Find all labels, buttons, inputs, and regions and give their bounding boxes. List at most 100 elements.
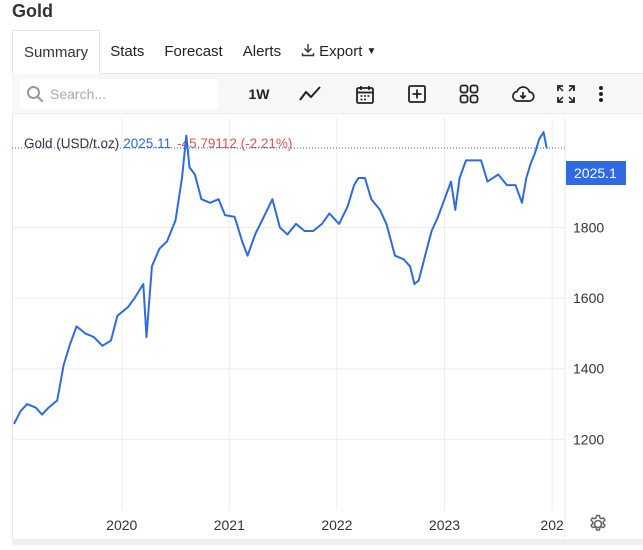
tab-bar: Summary Stats Forecast Alerts Export ▼ [12, 30, 643, 74]
chart-legend: Gold (USD/t.oz) 2025.11 -45.79112 (-2.21%) [24, 136, 292, 151]
calendar-button[interactable] [354, 80, 376, 108]
tab-alerts[interactable]: Alerts [235, 30, 289, 74]
data-point [394, 254, 396, 257]
add-indicator-icon [408, 85, 426, 103]
data-point [69, 343, 71, 345]
data-point [209, 202, 211, 204]
data-point [321, 223, 323, 225]
data-point [254, 233, 256, 236]
gear-icon [590, 514, 606, 531]
cloud-download-button[interactable] [510, 80, 536, 108]
data-point [525, 177, 528, 179]
tab-export-label: Export [319, 43, 363, 60]
data-point [185, 134, 188, 137]
data-point [133, 297, 136, 299]
data-point [217, 198, 220, 200]
data-point [465, 159, 467, 162]
data-point [166, 240, 168, 243]
data-point [279, 226, 281, 229]
fullscreen-button[interactable] [555, 80, 577, 108]
data-point [188, 166, 191, 169]
line-chart-button[interactable] [298, 80, 322, 108]
data-point [312, 230, 315, 232]
data-point [417, 279, 420, 282]
data-point [353, 184, 355, 186]
x-tick-label: 2023 [429, 517, 460, 533]
data-point [529, 163, 532, 165]
data-point [101, 345, 104, 347]
y-tick-label: 1800 [573, 219, 604, 235]
data-point [471, 159, 474, 162]
download-icon [301, 43, 315, 60]
bottom-scroll-strip [12, 539, 643, 545]
chevron-down-icon: ▼ [366, 46, 377, 57]
interval-button[interactable]: 1W [248, 86, 270, 102]
data-point [542, 131, 545, 133]
data-point [424, 254, 426, 257]
chart-toolbar: 1W [12, 74, 643, 114]
data-point [181, 177, 183, 179]
data-point [200, 198, 203, 200]
data-point [56, 399, 58, 402]
search-input[interactable] [50, 86, 210, 102]
data-point [145, 336, 148, 338]
line-chart-icon [299, 86, 321, 101]
page-title: Gold [12, 1, 53, 21]
tab-export[interactable]: Export ▼ [293, 30, 384, 74]
calendar-icon [356, 85, 374, 104]
data-point [370, 198, 373, 200]
data-point [450, 180, 452, 183]
search-box[interactable] [20, 79, 218, 109]
add-indicator-button[interactable] [406, 80, 428, 108]
data-point [364, 177, 366, 179]
data-point [93, 336, 95, 338]
data-point [338, 223, 340, 225]
more-button[interactable] [592, 80, 610, 108]
data-point [263, 216, 265, 218]
data-point [497, 173, 500, 176]
x-tick-label: 2021 [214, 517, 245, 533]
cloud-download-icon [512, 86, 535, 102]
last-price-tag: 2025.1 [566, 161, 626, 185]
data-point [158, 247, 161, 250]
data-point [151, 265, 153, 268]
tab-forecast[interactable]: Forecast [156, 30, 230, 74]
data-point [286, 233, 289, 236]
grid-layout-icon [459, 84, 479, 104]
data-point [328, 212, 331, 215]
data-point [295, 223, 297, 225]
tab-stats-label: Stats [110, 43, 145, 60]
data-point [174, 219, 177, 222]
data-point [486, 180, 489, 183]
tab-forecast-label: Forecast [164, 43, 223, 60]
legend-change: -45.79112 (-2.21%) [177, 136, 293, 151]
data-point [233, 216, 236, 218]
data-point [75, 325, 78, 328]
data-point [246, 254, 249, 257]
tab-summary[interactable]: Summary [12, 30, 101, 74]
x-tick-label: 2020 [106, 517, 137, 533]
data-point [385, 223, 388, 225]
data-point [379, 209, 381, 211]
tab-alerts-label: Alerts [242, 43, 282, 60]
data-point [241, 240, 243, 243]
data-point [303, 230, 306, 232]
data-point [413, 283, 416, 285]
data-point [110, 339, 112, 342]
tab-stats[interactable]: Stats [102, 30, 152, 74]
data-point [26, 403, 28, 405]
data-point [443, 198, 446, 200]
chart-settings-button[interactable] [588, 514, 608, 534]
data-point [41, 413, 43, 416]
data-point [116, 315, 119, 317]
data-point [454, 209, 457, 211]
layout-button[interactable] [458, 80, 480, 108]
fullscreen-icon [557, 85, 575, 103]
tab-summary-label: Summary [24, 43, 89, 61]
data-point [13, 422, 15, 425]
data-point [402, 258, 405, 261]
chart-panel [12, 74, 643, 539]
data-point [19, 410, 22, 412]
